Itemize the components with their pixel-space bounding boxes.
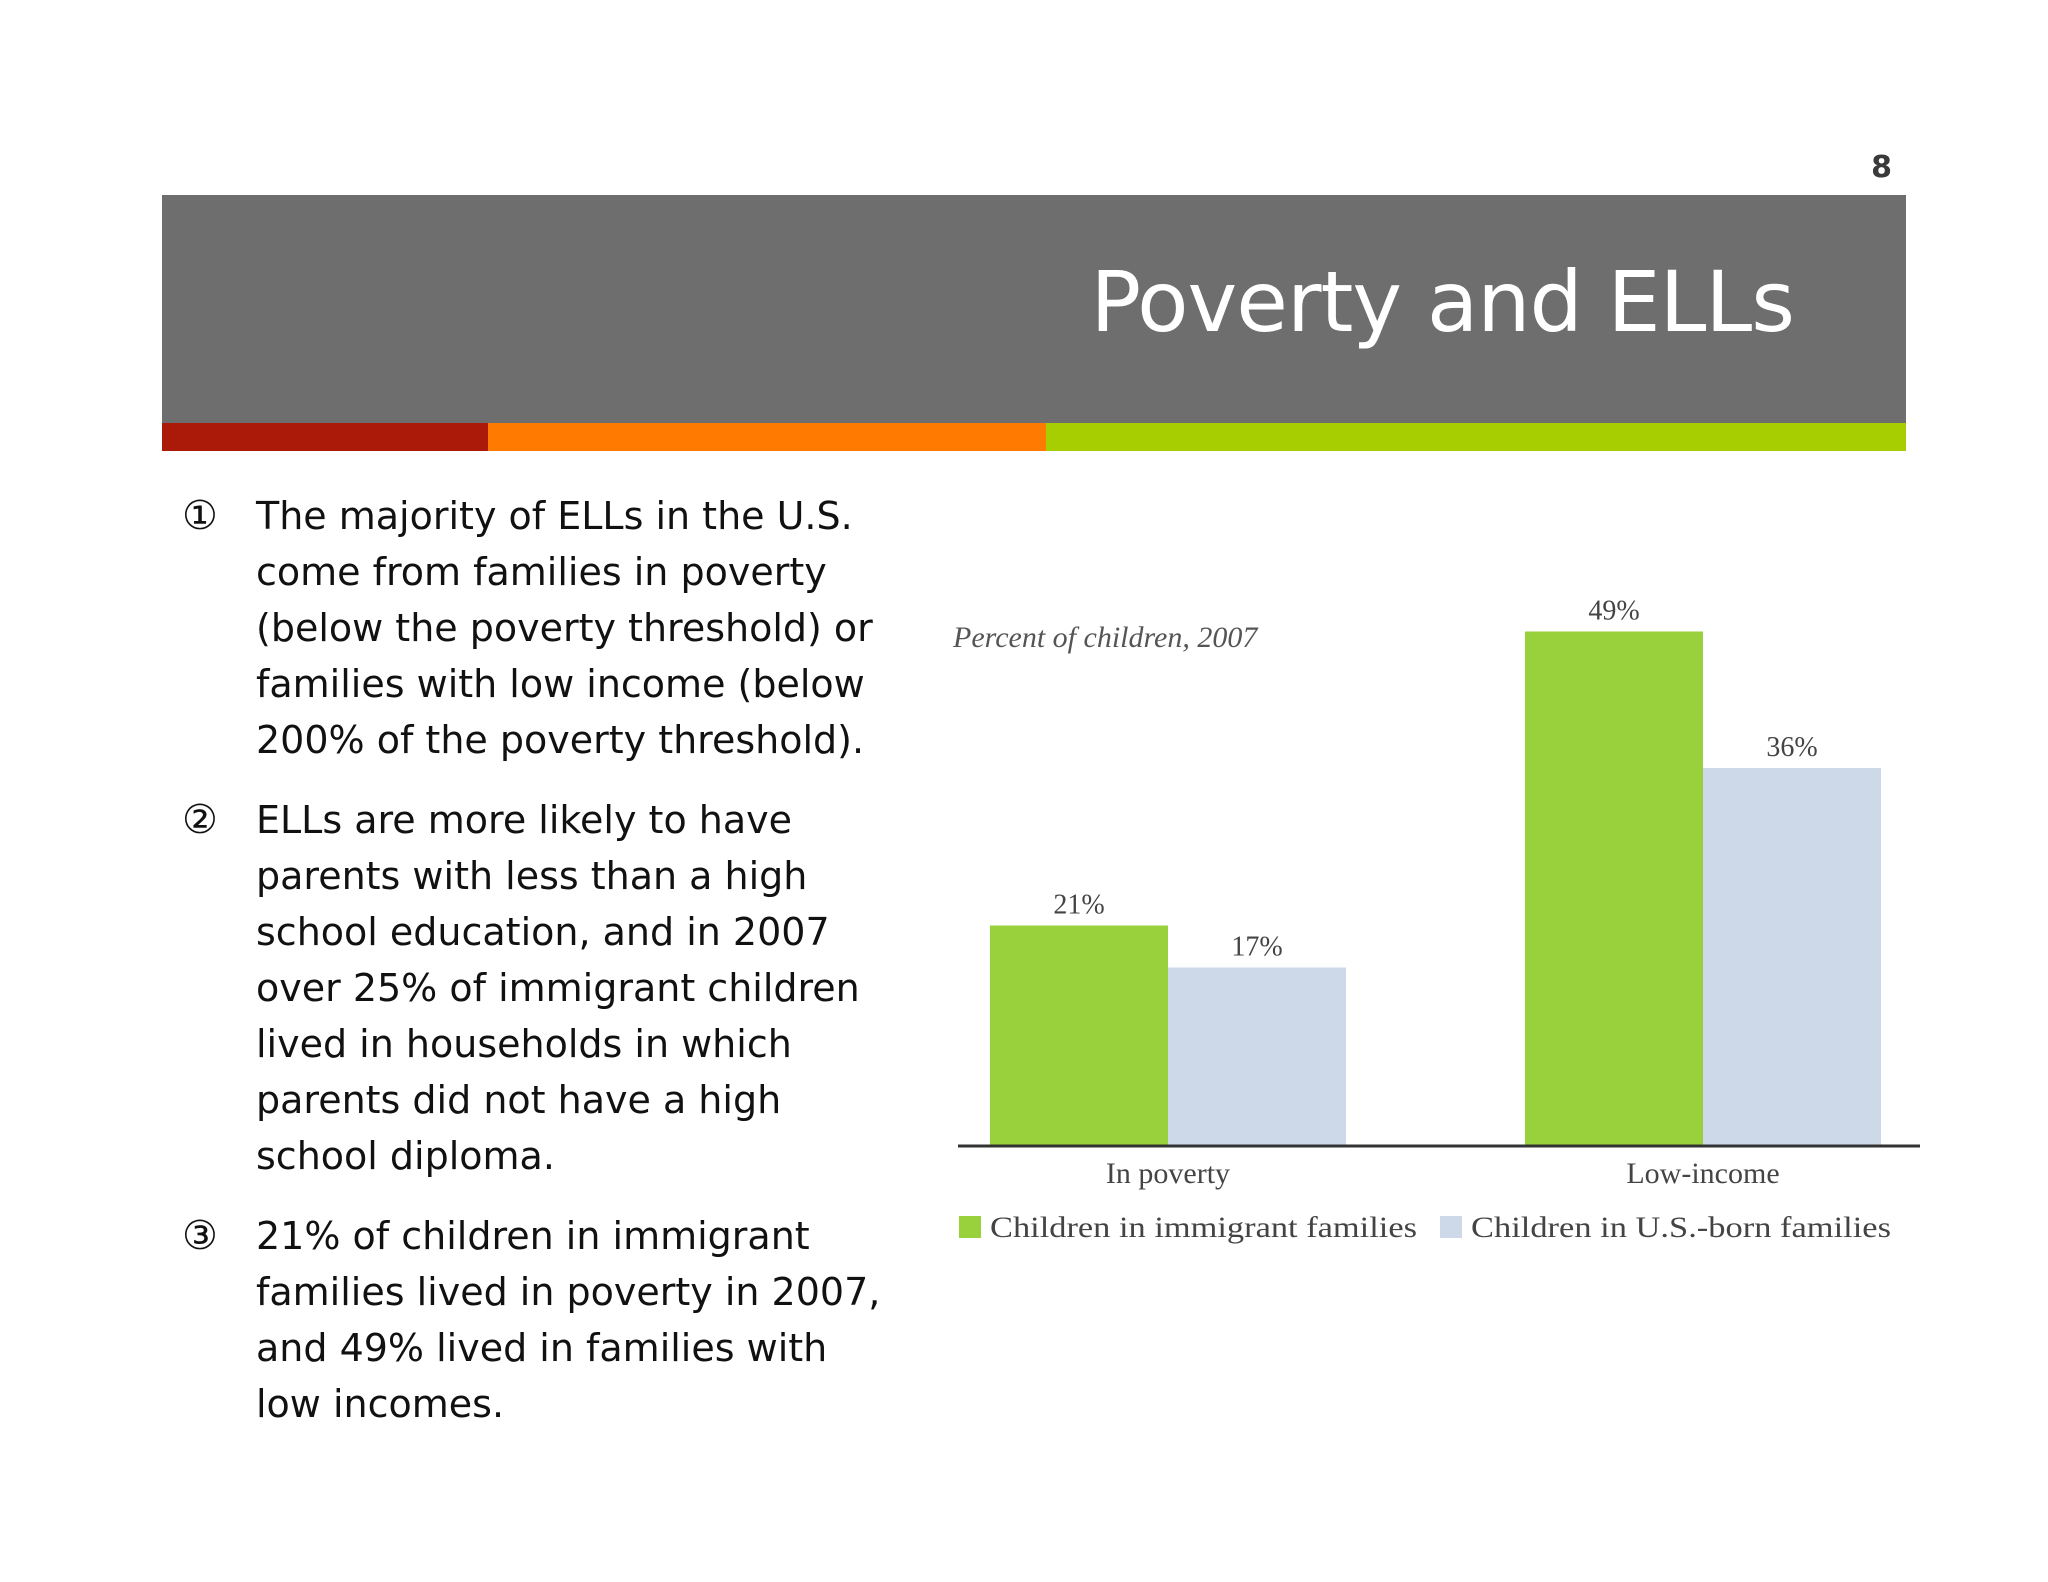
bar-immigrant-2 (1525, 631, 1703, 1146)
bullet-text-1: The majority of ELLs in the U.S. come fr… (256, 494, 873, 762)
page-number: 8 (1871, 150, 1892, 185)
category-label: Low-income (1626, 1157, 1779, 1190)
legend-swatch-immigrant (959, 1216, 981, 1238)
legend-swatch-us-born (1440, 1216, 1462, 1238)
legend-label: Children in immigrant families (990, 1211, 1417, 1244)
category-label: In poverty (1106, 1157, 1230, 1190)
bullet-marker-1: ① (182, 493, 218, 539)
bar-chart: Percent of children, 2007 21% 49% 17% 36% In … (952, 600, 1920, 1244)
bullet-item-3: ③ 21% of children in immigrant families … (182, 1208, 902, 1432)
bullet-list: ① The majority of ELLs in the U.S. come … (182, 488, 902, 1456)
data-label: 49% (1588, 600, 1639, 627)
bullet-item-1: ① The majority of ELLs in the U.S. come … (182, 488, 902, 768)
accent-stripe-green (1046, 423, 1906, 451)
data-label: 36% (1766, 732, 1817, 763)
bullet-marker-3: ③ (182, 1213, 218, 1259)
slide-title: Poverty and ELLs (1090, 253, 1795, 351)
data-label: 21% (1053, 890, 1104, 921)
data-label: 17% (1231, 932, 1282, 963)
bullet-text-3: 21% of children in immigrant families li… (256, 1214, 881, 1426)
bullet-text-2: ELLs are more likely to have parents wit… (256, 798, 860, 1178)
title-banner: Poverty and ELLs (162, 195, 1906, 423)
bar-us-born-2 (1703, 768, 1881, 1146)
chart-title: Percent of children, 2007 (952, 621, 1259, 654)
legend-label: Children in U.S.-born families (1471, 1211, 1891, 1244)
bar-immigrant-1 (990, 925, 1168, 1146)
bullet-item-2: ② ELLs are more likely to have parents w… (182, 792, 902, 1184)
accent-stripe-red (162, 423, 488, 451)
bar-us-born-1 (1168, 967, 1346, 1146)
bullet-marker-2: ② (182, 797, 218, 843)
accent-stripe-orange (488, 423, 1046, 451)
